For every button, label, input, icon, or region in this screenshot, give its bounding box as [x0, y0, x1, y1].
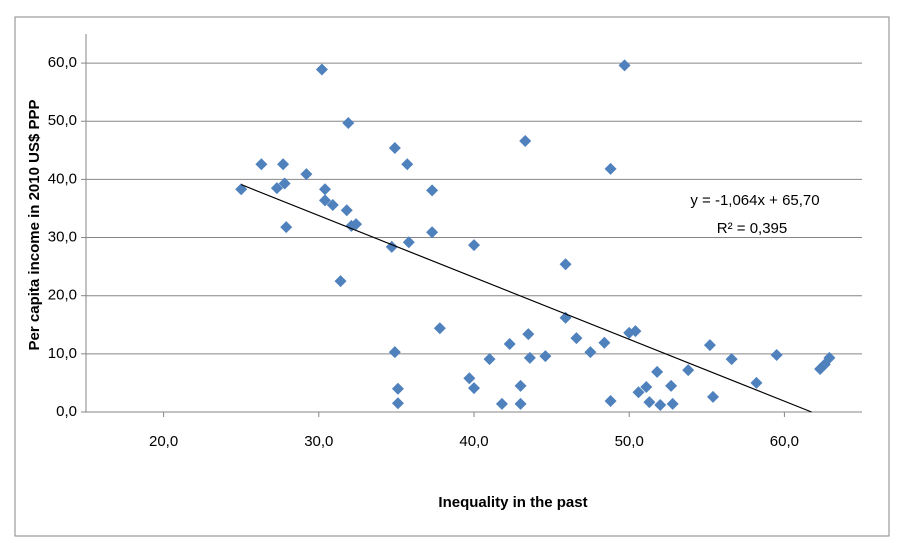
point [519, 135, 532, 148]
chart-frame [14, 16, 890, 537]
y-axis-title: Per capita income in 2010 US$ PPP [26, 100, 43, 351]
point [388, 346, 401, 359]
point [503, 337, 516, 350]
point [326, 198, 339, 211]
point [514, 379, 527, 392]
point [522, 328, 535, 341]
point [640, 380, 653, 393]
point [570, 332, 583, 345]
point [725, 353, 738, 366]
y-tick-label: 30,0 [48, 229, 77, 246]
trendline-r2: R² = 0,395 [717, 220, 787, 237]
point [598, 336, 611, 349]
point [433, 322, 446, 335]
point [559, 258, 572, 271]
y-tick-label: 0,0 [56, 403, 77, 420]
point [539, 350, 552, 363]
point [604, 162, 617, 175]
point [270, 182, 283, 195]
x-tick-label: 20,0 [149, 433, 178, 450]
y-tick-label: 40,0 [48, 170, 77, 187]
point [350, 218, 363, 231]
trendline [240, 184, 812, 413]
point [823, 351, 836, 364]
point [300, 168, 313, 181]
point [280, 221, 293, 234]
point [707, 390, 720, 403]
point [340, 204, 353, 217]
point [315, 63, 328, 76]
x-tick-label: 60,0 [770, 433, 799, 450]
point [654, 399, 667, 412]
y-tick-label: 50,0 [48, 112, 77, 129]
point [463, 372, 476, 385]
point [278, 177, 291, 190]
point [401, 158, 414, 171]
point [632, 386, 645, 399]
point [391, 397, 404, 410]
trendline-equation: y = -1,064x + 65,70 [690, 192, 819, 209]
point [255, 158, 268, 171]
point [468, 382, 480, 395]
point [629, 325, 642, 338]
point [750, 376, 763, 389]
point [682, 364, 695, 377]
point [618, 59, 631, 72]
point [651, 365, 664, 378]
point [770, 349, 783, 362]
point [426, 226, 439, 239]
point [468, 239, 480, 252]
point [703, 339, 716, 352]
point [391, 382, 404, 395]
x-tick-label: 30,0 [304, 433, 333, 450]
x-tick-label: 50,0 [615, 433, 644, 450]
point [426, 184, 439, 197]
point [334, 275, 347, 288]
point [495, 397, 508, 410]
point [523, 351, 536, 364]
point [666, 397, 679, 410]
point [388, 141, 401, 154]
point [514, 397, 527, 410]
point [643, 396, 656, 409]
x-axis-title: Inequality in the past [438, 494, 587, 511]
y-tick-label: 20,0 [48, 287, 77, 304]
y-tick-label: 10,0 [48, 345, 77, 362]
point [342, 116, 355, 129]
point [584, 346, 597, 359]
point [665, 379, 678, 392]
point [319, 194, 332, 207]
point [319, 183, 332, 196]
point [604, 394, 617, 407]
point [402, 236, 415, 249]
x-tick-label: 40,0 [459, 433, 488, 450]
y-tick-label: 60,0 [48, 54, 77, 71]
point [483, 353, 496, 366]
point [277, 158, 290, 171]
